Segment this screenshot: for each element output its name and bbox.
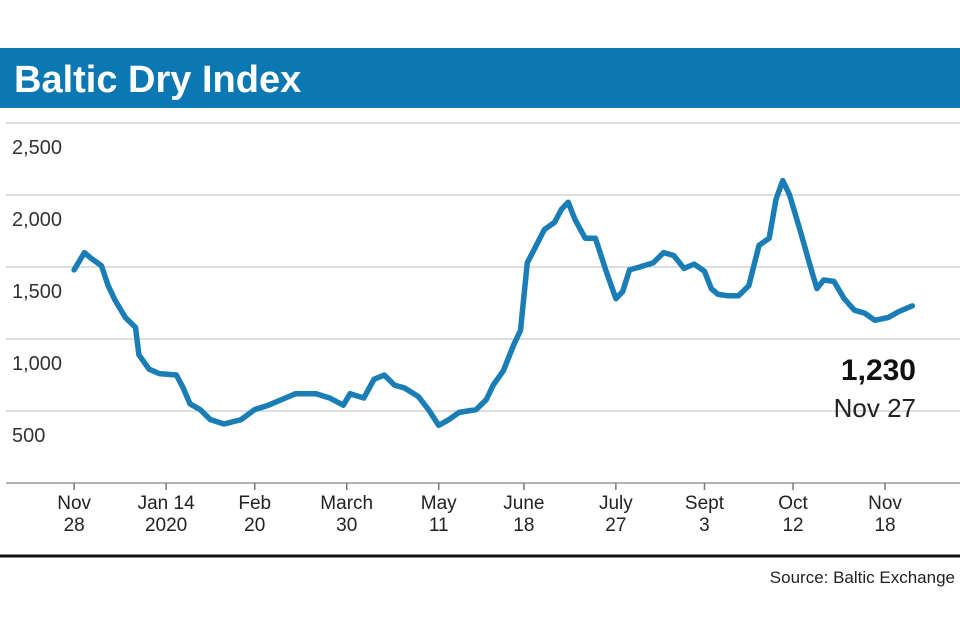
x-tick-label: May 11 (420, 493, 457, 536)
source: Source: Baltic Exchange (770, 568, 955, 587)
x-tick-label: July 27 (598, 493, 633, 536)
y-tick-label: 1,500 (12, 281, 62, 303)
y-tick-label: 2,500 (12, 137, 62, 159)
end-date-label: Nov 27 (834, 393, 916, 423)
x-tick-label: Oct 12 (778, 493, 808, 536)
line-series (71, 177, 916, 429)
end-value-label: 1,230 (841, 354, 916, 387)
chart-title: Baltic Dry Index (14, 59, 301, 101)
x-tick-label: Feb 20 (238, 493, 272, 536)
x-tick-label: June 18 (503, 493, 545, 536)
x-tick-label: Nov 18 (868, 493, 902, 536)
y-tick-label: 2,000 (12, 209, 62, 231)
y-tick-label: 500 (12, 425, 45, 447)
x-tick-label: Jan 14 2020 (137, 493, 195, 536)
title-bar (0, 48, 960, 108)
x-tick-label: Nov 28 (57, 493, 92, 536)
x-tick-label: March 30 (320, 493, 374, 536)
x-tick-label: Sept 3 (684, 493, 724, 536)
y-tick-label: 1,000 (12, 353, 62, 375)
